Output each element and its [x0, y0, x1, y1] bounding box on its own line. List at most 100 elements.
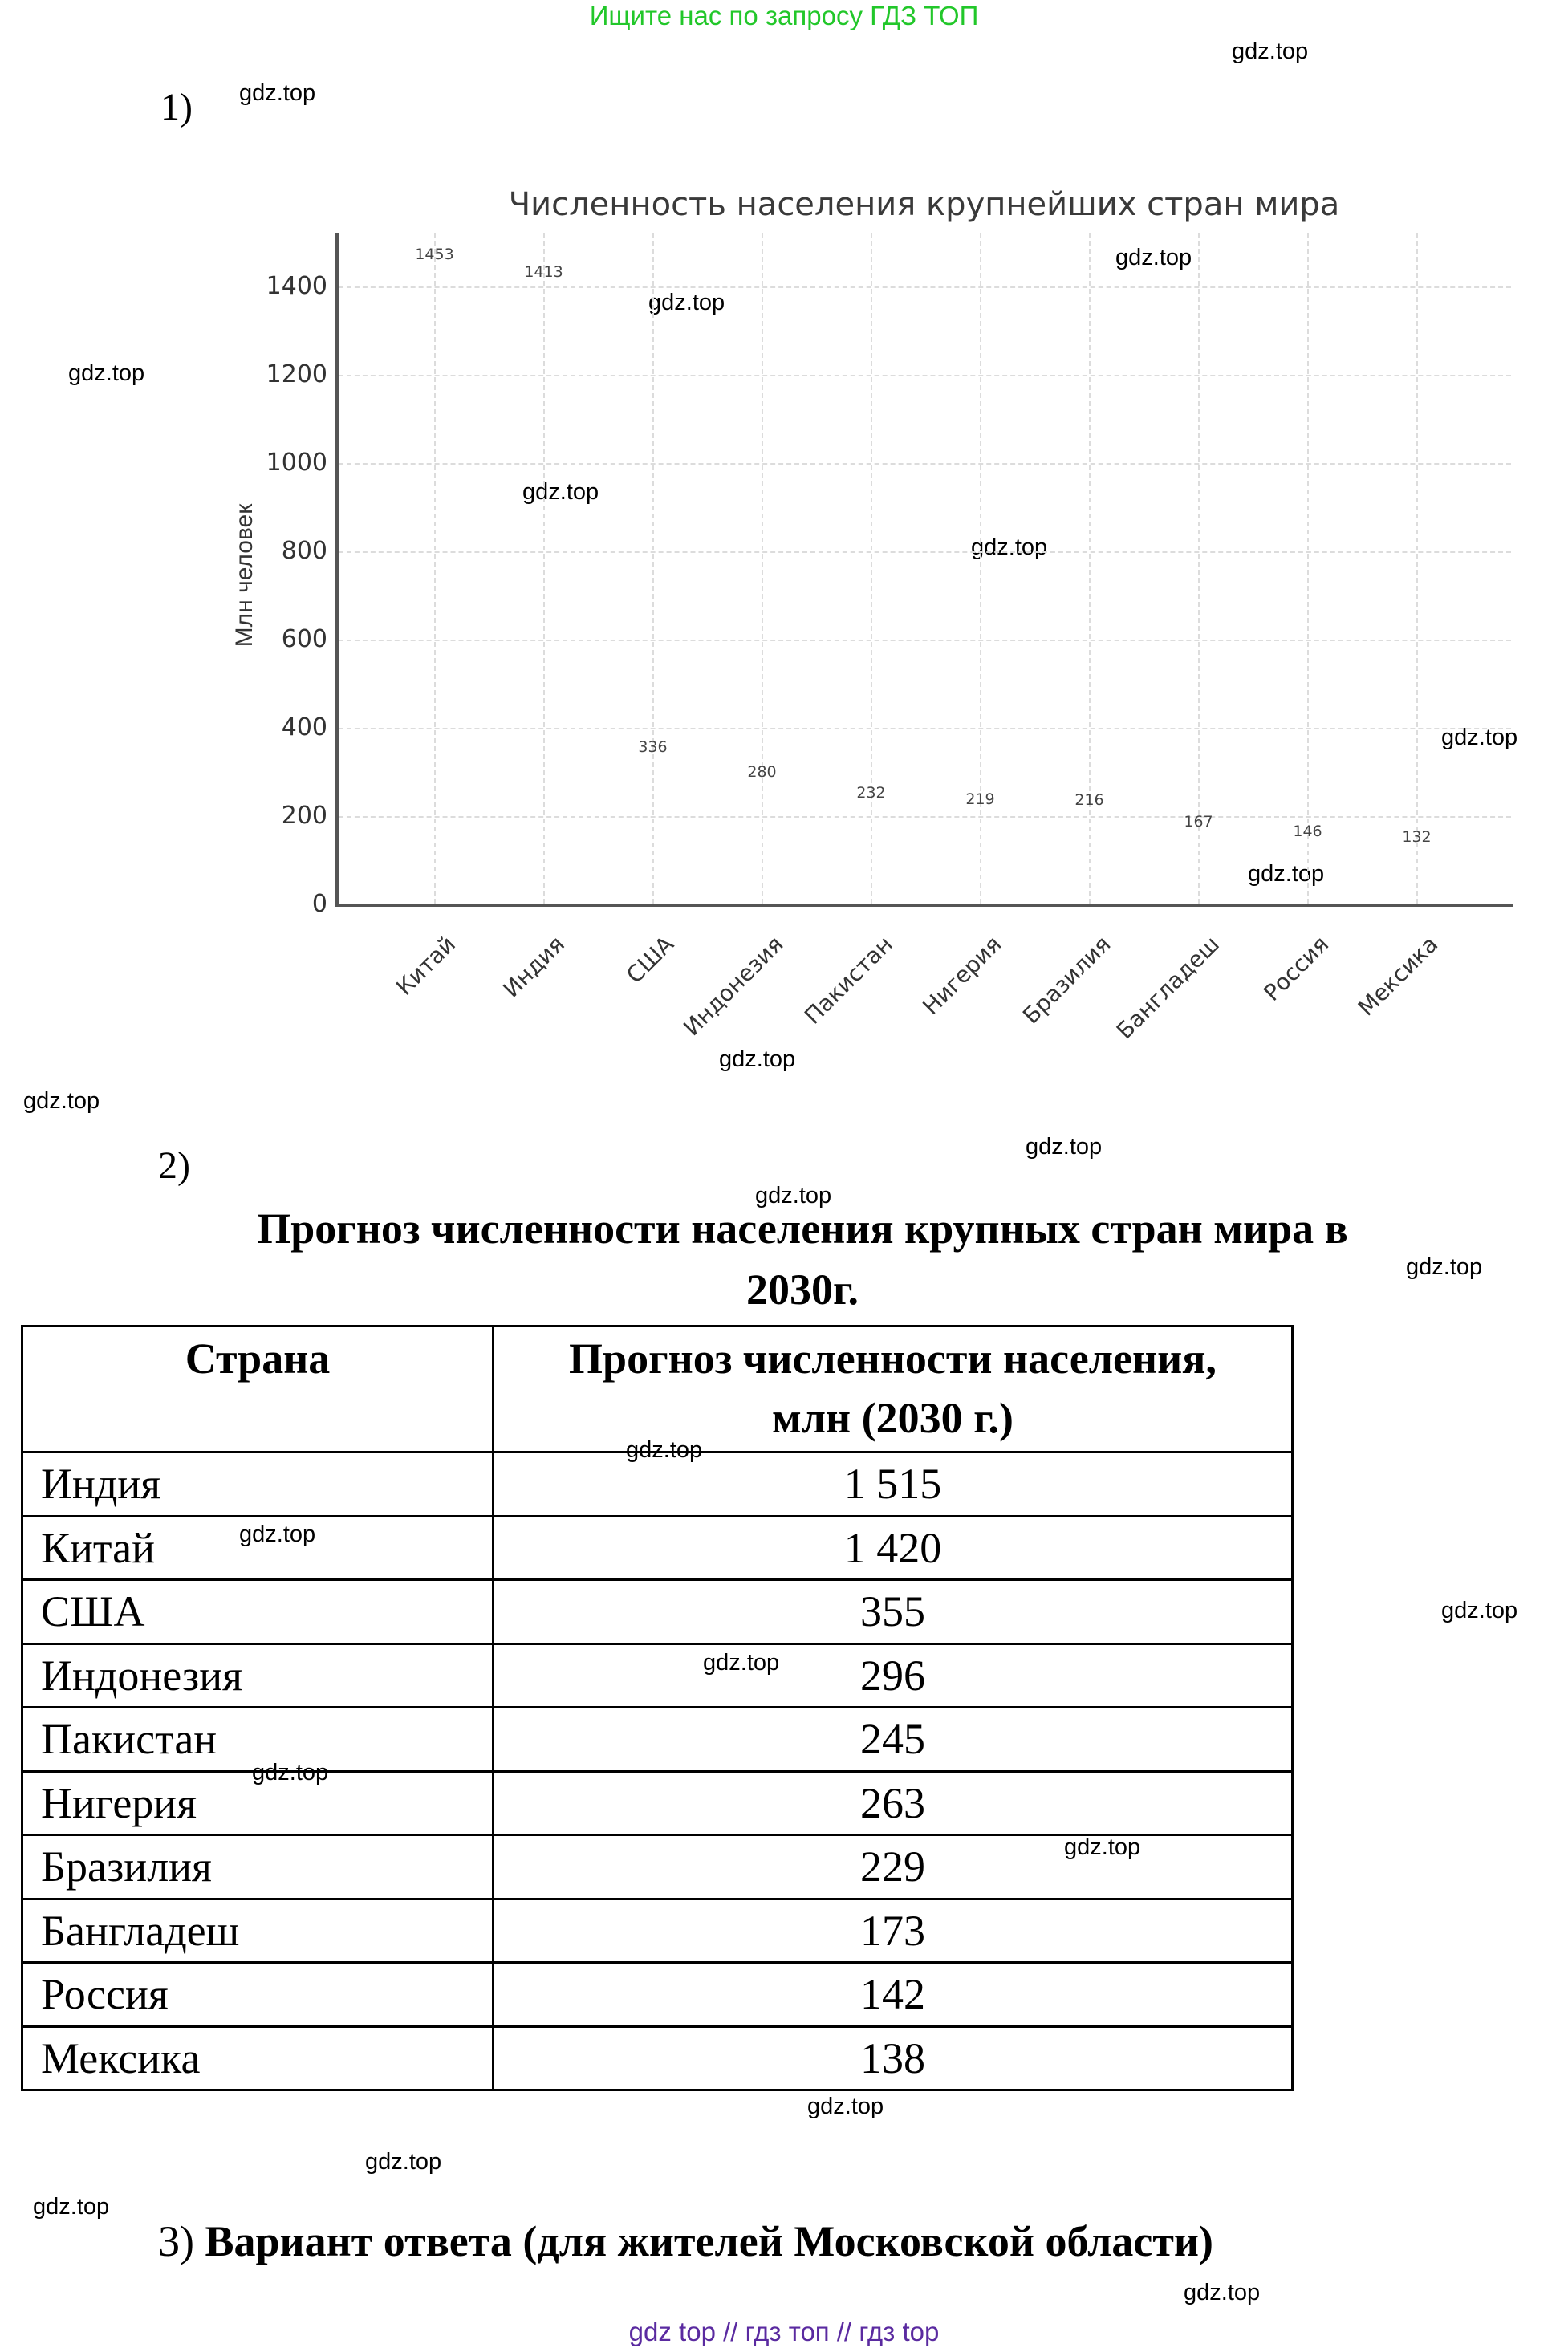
x-tick-label: Мексика	[1352, 931, 1444, 1022]
table-row: Россия 142	[21, 1961, 1294, 2028]
value-cell: 355	[492, 1578, 1294, 1645]
watermark: gdz.top	[1184, 2280, 1261, 2305]
gridline	[339, 640, 1511, 641]
y-tick-label: 400	[281, 713, 327, 741]
watermark: gdz.top	[807, 2094, 884, 2119]
country-cell: Россия	[21, 1961, 494, 2028]
value-cell: 1 420	[492, 1514, 1294, 1581]
x-tick-label: Индонезия	[678, 931, 789, 1042]
header-forecast-line1: Прогноз численности населения,	[569, 1334, 1217, 1383]
table-row: Пакистан 245	[21, 1706, 1294, 1773]
watermark: gdz.top	[1406, 1254, 1483, 1280]
gridline	[1307, 233, 1309, 904]
section-2-label: 2)	[158, 1144, 190, 1187]
gridline	[652, 233, 654, 904]
population-bar-chart: Численность населения крупнейших стран м…	[0, 0, 1568, 1067]
header-forecast: Прогноз численности населения, млн (2030…	[492, 1325, 1294, 1453]
value-cell: 138	[492, 2025, 1294, 2091]
search-banner[interactable]: Ищите нас по запросу ГДЗ ТОП	[589, 1, 979, 30]
table-row: Бразилия 229	[21, 1834, 1294, 1900]
country-cell: Мексика	[21, 2025, 494, 2091]
x-tick-label: Нигерия	[917, 931, 1007, 1021]
watermark: gdz.top	[33, 2194, 110, 2220]
value-cell: 1 515	[492, 1451, 1294, 1517]
gridline	[762, 233, 763, 904]
x-axis	[335, 904, 1513, 907]
gridline	[339, 463, 1511, 465]
y-tick-label: 1000	[266, 449, 327, 477]
header-forecast-line2: млн (2030 г.)	[771, 1394, 1014, 1442]
table-row: Мексика 138	[21, 2025, 1294, 2091]
watermark: gdz.top	[1248, 861, 1325, 887]
watermark: gdz.top	[1232, 39, 1309, 64]
watermark: gdz.top	[68, 360, 145, 386]
bar-value-label: 1453	[415, 246, 454, 263]
x-tick-label: Россия	[1258, 931, 1334, 1006]
bar-value-label: 216	[1074, 791, 1104, 809]
y-tick-label: 1200	[266, 360, 327, 388]
bar-value-label: 146	[1293, 823, 1322, 840]
gridline	[339, 551, 1511, 553]
watermark: gdz.top	[648, 290, 725, 315]
table-row: Нигерия 263	[21, 1769, 1294, 1836]
watermark: gdz.top	[1441, 1598, 1518, 1623]
bar-value-label: 1413	[524, 263, 563, 281]
section-3-label: 3)	[158, 2217, 194, 2265]
y-axis-label: Млн человек	[231, 503, 258, 648]
footer-links[interactable]: gdz top // гдз топ // гдз top	[628, 2317, 940, 2346]
bar-value-label: 132	[1402, 828, 1432, 846]
y-tick-label: 200	[281, 802, 327, 830]
watermark: gdz.top	[971, 534, 1048, 560]
x-tick-label: Китай	[391, 931, 461, 1001]
country-cell: США	[21, 1578, 494, 1645]
chart-title: Численность населения крупнейших стран м…	[508, 186, 1340, 223]
gridline	[339, 728, 1511, 729]
table-header-row: Страна Прогноз численности населения, мл…	[21, 1325, 1294, 1453]
value-cell: 229	[492, 1834, 1294, 1900]
country-cell: Нигерия	[21, 1769, 494, 1836]
value-cell: 263	[492, 1769, 1294, 1836]
section-3-text: Вариант ответа (для жителей Московской о…	[205, 2217, 1213, 2265]
x-tick-label: Бразилия	[1017, 931, 1116, 1030]
bar-value-label: 280	[747, 763, 777, 781]
watermark: gdz.top	[1115, 245, 1192, 270]
gridline	[1198, 233, 1200, 904]
y-tick-label: 0	[311, 890, 327, 918]
section-1-label: 1)	[160, 86, 193, 128]
country-cell: Китай	[21, 1514, 494, 1581]
watermark: gdz.top	[719, 1046, 796, 1072]
gridline	[980, 233, 981, 904]
gridline	[339, 816, 1511, 818]
gridline	[339, 286, 1511, 288]
header-country: Страна	[21, 1325, 494, 1453]
table-title-line2: 2030г.	[746, 1265, 859, 1314]
table-row: Бангладеш 173	[21, 1897, 1294, 1964]
watermark: gdz.top	[755, 1183, 832, 1209]
gridline	[871, 233, 872, 904]
value-cell: 173	[492, 1897, 1294, 1964]
watermark: gdz.top	[1026, 1134, 1103, 1160]
gridline	[1416, 233, 1418, 904]
table-title-line1: Прогноз численности населения крупных ст…	[257, 1204, 1348, 1253]
y-axis	[335, 233, 339, 907]
watermark: gdz.top	[23, 1088, 100, 1114]
watermark: gdz.top	[365, 2149, 442, 2175]
watermark: gdz.top	[522, 479, 599, 505]
table-row: Индонезия 296	[21, 1642, 1294, 1708]
bar-value-label: 232	[856, 784, 886, 802]
value-cell: 296	[492, 1642, 1294, 1708]
value-cell: 142	[492, 1961, 1294, 2028]
y-tick-label: 1400	[266, 272, 327, 300]
forecast-table: Страна Прогноз численности населения, мл…	[21, 1325, 1294, 2091]
country-cell: Индия	[21, 1451, 494, 1517]
bar-value-label: 336	[638, 738, 668, 756]
table-row: Индия 1 515	[21, 1451, 1294, 1517]
table-row: США 355	[21, 1578, 1294, 1645]
value-cell: 245	[492, 1706, 1294, 1773]
gridline	[1089, 233, 1091, 904]
table-row: Китай 1 420	[21, 1514, 1294, 1581]
country-cell: Бразилия	[21, 1834, 494, 1900]
gridline	[434, 233, 436, 904]
x-tick-label: Индия	[498, 931, 571, 1003]
x-tick-label: США	[621, 931, 680, 989]
